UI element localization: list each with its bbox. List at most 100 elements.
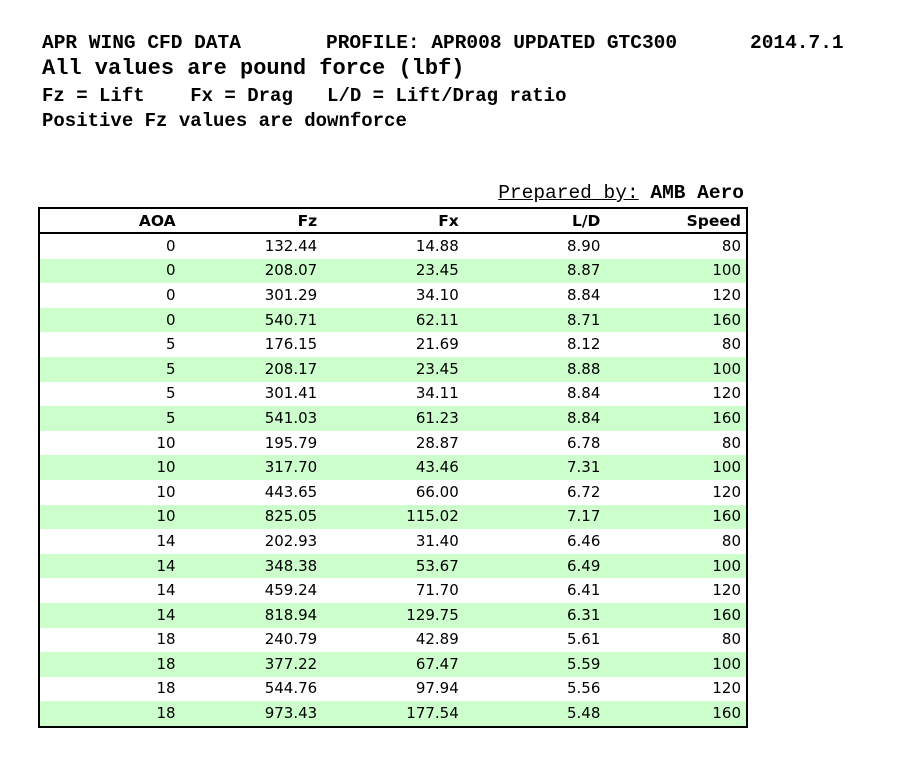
table-row: 5 176.15 21.69 8.12 80	[39, 332, 747, 357]
cell-fz: 240.79	[180, 627, 323, 653]
cell-ld: 5.48	[463, 701, 606, 727]
col-header-fz: Fz	[180, 208, 323, 234]
cell-ld: 5.59	[463, 652, 606, 677]
cell-fz: 132.44	[180, 233, 323, 259]
cell-ld: 8.84	[463, 381, 606, 407]
cell-aoa: 18	[39, 627, 181, 653]
cell-speed: 120	[605, 381, 747, 407]
cell-speed: 80	[605, 529, 747, 554]
cell-aoa: 14	[39, 602, 181, 628]
cell-fx: 71.70	[322, 578, 464, 603]
cell-aoa: 10	[39, 455, 181, 480]
cell-fz: 544.76	[180, 676, 323, 702]
cell-aoa: 18	[39, 652, 181, 677]
cell-aoa: 18	[39, 701, 181, 727]
cell-fx: 43.46	[322, 455, 464, 480]
cell-speed: 160	[605, 406, 747, 431]
cell-fz: 541.03	[180, 406, 323, 431]
cell-aoa: 5	[39, 381, 181, 407]
cell-aoa: 14	[39, 529, 181, 554]
cell-aoa: 10	[39, 479, 181, 505]
cell-ld: 7.17	[463, 504, 606, 530]
table-row: 14 202.93 31.40 6.46 80	[39, 529, 747, 554]
cfd-data-table: AOA Fz Fx L/D Speed 0 132.44 14.88 8.90 80 0 2…	[38, 207, 748, 728]
cell-fz: 825.05	[180, 504, 323, 530]
table-row: 18 973.43 177.54 5.48 160	[39, 701, 747, 727]
doc-title: APR WING CFD DATA	[42, 32, 241, 54]
cell-aoa: 0	[39, 233, 181, 259]
cell-aoa: 10	[39, 504, 181, 530]
cell-speed: 80	[605, 430, 747, 456]
cell-speed: 80	[605, 332, 747, 357]
table-header-row: AOA Fz Fx L/D Speed	[39, 208, 747, 234]
cell-fz: 301.41	[180, 381, 323, 407]
cell-ld: 6.72	[463, 479, 606, 505]
cell-fz: 317.70	[180, 455, 323, 480]
doc-legend: Fz = Lift Fx = Drag L/D = Lift/Drag rati…	[42, 85, 567, 107]
cell-fx: 177.54	[322, 701, 464, 727]
cell-aoa: 18	[39, 676, 181, 702]
cell-ld: 6.46	[463, 529, 606, 554]
cell-speed: 120	[605, 283, 747, 308]
cell-ld: 7.31	[463, 455, 606, 480]
cell-speed: 100	[605, 553, 747, 579]
cell-ld: 5.61	[463, 627, 606, 653]
cell-speed: 160	[605, 504, 747, 530]
cell-fx: 34.10	[322, 283, 464, 308]
cell-aoa: 5	[39, 406, 181, 431]
cell-ld: 6.49	[463, 553, 606, 579]
cell-aoa: 5	[39, 356, 181, 382]
prepared-by-line: Prepared by: AMB Aero	[38, 182, 744, 204]
cell-fz: 195.79	[180, 430, 323, 456]
cell-speed: 100	[605, 356, 747, 382]
cell-aoa: 0	[39, 307, 181, 333]
cell-fz: 443.65	[180, 479, 323, 505]
cell-ld: 8.88	[463, 356, 606, 382]
cell-speed: 100	[605, 455, 747, 480]
cell-ld: 8.87	[463, 258, 606, 284]
table-row: 5 208.17 23.45 8.88 100	[39, 356, 747, 382]
cell-speed: 120	[605, 479, 747, 505]
prepared-by-label: Prepared by:	[498, 182, 639, 204]
table-row: 5 541.03 61.23 8.84 160	[39, 406, 747, 431]
col-header-aoa: AOA	[39, 208, 181, 234]
cell-fx: 66.00	[322, 479, 464, 505]
cell-aoa: 0	[39, 283, 181, 308]
cell-fx: 23.45	[322, 258, 464, 284]
table-row: 0 208.07 23.45 8.87 100	[39, 258, 747, 284]
cell-fx: 34.11	[322, 381, 464, 407]
cell-speed: 100	[605, 258, 747, 284]
cell-fz: 176.15	[180, 332, 323, 357]
cell-fx: 97.94	[322, 676, 464, 702]
cell-speed: 80	[605, 233, 747, 259]
table-row: 14 818.94 129.75 6.31 160	[39, 602, 747, 628]
cell-ld: 8.84	[463, 406, 606, 431]
doc-profile: PROFILE: APR008 UPDATED GTC300	[326, 32, 678, 54]
cell-fz: 208.17	[180, 356, 323, 382]
col-header-fx: Fx	[322, 208, 464, 234]
table-row: 5 301.41 34.11 8.84 120	[39, 381, 747, 407]
cell-speed: 120	[605, 676, 747, 702]
cell-speed: 160	[605, 602, 747, 628]
cell-speed: 120	[605, 578, 747, 603]
cell-fx: 28.87	[322, 430, 464, 456]
table-row: 14 348.38 53.67 6.49 100	[39, 553, 747, 579]
cell-fz: 208.07	[180, 258, 323, 284]
cell-fz: 301.29	[180, 283, 323, 308]
cell-ld: 8.90	[463, 233, 606, 259]
cell-ld: 6.78	[463, 430, 606, 456]
table-row: 10 317.70 43.46 7.31 100	[39, 455, 747, 480]
cell-fx: 21.69	[322, 332, 464, 357]
cell-fx: 14.88	[322, 233, 464, 259]
table-row: 10 195.79 28.87 6.78 80	[39, 430, 747, 456]
cell-fz: 459.24	[180, 578, 323, 603]
table-row: 0 540.71 62.11 8.71 160	[39, 307, 747, 333]
cell-speed: 100	[605, 652, 747, 677]
doc-note: Positive Fz values are downforce	[42, 110, 407, 132]
cfd-table-body: 0 132.44 14.88 8.90 80 0 208.07 23.45 8.87 100 0 30…	[39, 233, 747, 727]
cell-fz: 540.71	[180, 307, 323, 333]
cell-ld: 5.56	[463, 676, 606, 702]
cell-speed: 80	[605, 627, 747, 653]
cell-speed: 160	[605, 307, 747, 333]
cell-fx: 115.02	[322, 504, 464, 530]
